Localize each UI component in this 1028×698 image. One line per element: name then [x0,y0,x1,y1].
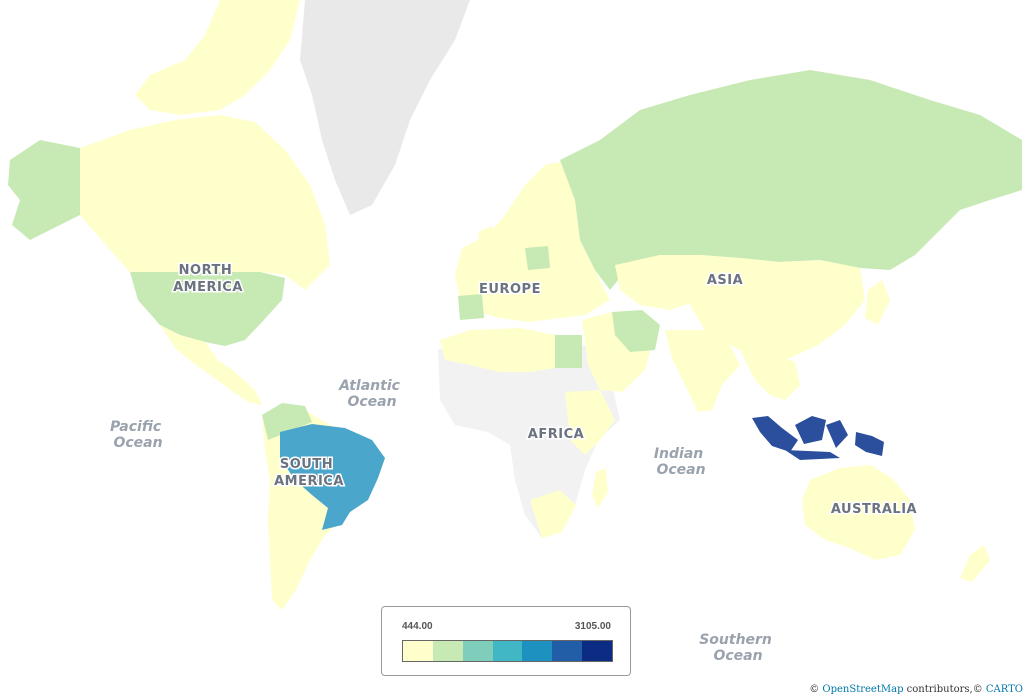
label-asia: ASIA [707,273,743,288]
attribution-prefix: © [809,684,820,695]
india [665,330,740,412]
label-atlantic-ocean: Atlantic Ocean [338,378,405,410]
africa [438,330,620,538]
greenland [300,0,470,215]
colombia-venezuela [262,403,312,440]
europe [455,160,610,322]
central-europe-patch [525,246,550,270]
label-north-america: NORTH AMERICA [173,263,243,295]
egypt [555,335,582,368]
indonesia-sulawesi [826,420,848,448]
map-attribution: © OpenStreetMap contributors,© CARTO [804,682,1028,698]
russia [560,70,1022,290]
carto-link[interactable]: CARTO [985,684,1023,695]
east-africa [565,390,615,455]
label-south-america: SOUTH AMERICA [274,457,344,489]
legend-min-value: 444.00 [402,621,433,632]
attribution-contributors: contributors,© [906,684,983,695]
openstreetmap-link[interactable]: OpenStreetMap [822,684,904,695]
australia [802,465,915,560]
alaska [8,140,80,240]
indonesia-papua [855,432,884,456]
label-pacific-ocean: Pacific Ocean [110,419,166,451]
legend-bin-6 [552,641,583,661]
usa [130,272,285,346]
spain [458,294,484,320]
label-europe: EUROPE [479,282,541,297]
brazil [280,424,385,530]
indonesia-java [785,450,840,460]
legend-bin-4 [492,641,523,661]
legend-bin-7 [582,641,613,661]
madagascar [592,468,608,508]
legend-bin-1 [403,641,433,661]
legend-color-ramp [402,640,613,662]
mexico-central-america [160,325,262,405]
legend-bin-2 [432,641,463,661]
canada-arctic-islands [135,0,300,115]
indonesia [752,416,798,452]
iran [612,310,660,352]
legend-max-value: 3105.00 [574,621,611,632]
north-africa-region [440,328,555,372]
label-africa: AFRICA [528,427,584,442]
china [690,255,865,360]
legend-bin-5 [522,641,553,661]
label-australia: AUSTRALIA [831,502,917,517]
canada [80,115,330,290]
united-kingdom [478,226,496,258]
central-asia [615,255,720,310]
southeast-asia [740,350,800,400]
south-africa [530,490,576,538]
choropleth-legend: 444.00 3105.00 [381,606,631,676]
japan [865,280,890,325]
label-indian-ocean: Indian Ocean [654,446,708,478]
label-southern-ocean: Southern Ocean [699,632,777,664]
indonesia-borneo [795,416,826,444]
new-zealand [960,545,990,582]
legend-bin-3 [462,641,493,661]
